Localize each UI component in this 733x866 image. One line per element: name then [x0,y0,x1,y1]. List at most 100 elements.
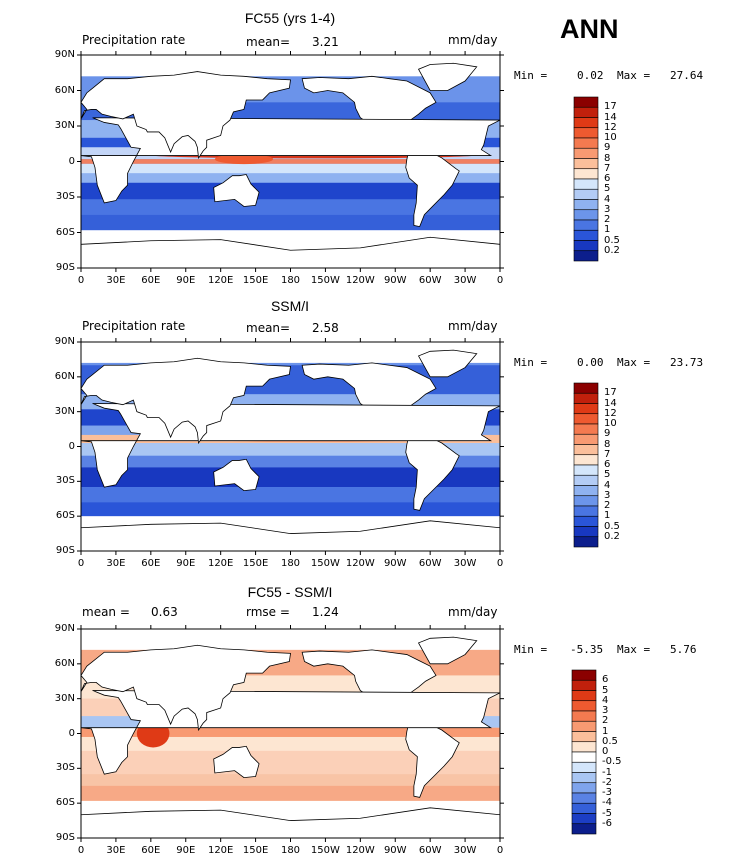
colorbar-swatch [573,423,599,435]
x-tick-label: 150E [242,275,269,286]
y-tick-label: 30S [55,475,75,487]
colorbar-swatch [571,669,597,681]
colorbar-label: 2 [604,500,611,511]
colorbar-swatch [573,240,599,252]
panel-1-mean-label: mean= [246,35,291,49]
x-tick-label: 0 [77,275,85,286]
x-tick-label: 120W [345,558,375,569]
colorbar-swatch [573,526,599,538]
colorbar-swatch [573,209,599,221]
colorbar-swatch [571,720,597,732]
colorbar-label: 6 [604,173,611,184]
x-tick-label: 150E [242,845,269,856]
colorbar-swatch [573,382,599,394]
land-south-america [405,148,460,228]
panel-3-min-value: -5.35 [570,643,604,656]
colorbar-swatch [571,782,597,794]
colorbar-swatch [571,690,597,702]
panel-3-title: FC55 - SSM/I [247,584,333,600]
panel-2-units: mm/day [448,319,498,333]
colorbar-label: 5 [604,183,611,195]
panel-2-mean-value: 2.58 [312,321,339,335]
x-tick-label: 90E [176,845,196,856]
land-greenland [417,636,478,665]
y-tick-label: 90N [54,336,75,347]
y-tick-label: 0 [68,727,75,739]
colorbar-swatch [573,515,599,527]
colorbar-label: 8 [604,152,611,164]
y-tick-label: 60S [55,226,75,238]
figure-label: ANN [560,14,619,44]
colorbar-swatch [573,117,599,129]
x-tick-label: 60W [418,558,442,569]
colorbar-swatch [571,772,597,784]
land-africa [81,690,500,775]
land-antarctica [81,236,500,268]
precip-band [81,785,500,801]
x-tick-label: 90E [176,558,196,569]
colorbar-swatch [573,403,599,415]
land-africa [81,403,500,488]
colorbar-label: 3 [602,705,609,716]
colorbar-1 [573,96,599,262]
x-tick-label: 120E [207,558,234,569]
colorbar-swatch [573,106,599,118]
colorbar-swatch [573,505,599,517]
colorbar-label: 12 [604,121,617,133]
colorbar-swatch [571,710,597,722]
x-tick-label: 120W [345,275,375,286]
colorbar-swatch [571,731,597,743]
x-tick-label: 30W [453,275,477,286]
colorbar-label: 9 [604,142,611,154]
x-tick-label: 90W [383,275,407,286]
x-tick-label: 90W [383,845,407,856]
colorbar-label: 7 [604,162,611,174]
precip-band [81,736,500,751]
colorbar-label: 7 [604,448,611,460]
y-tick-label: 30S [55,762,75,774]
colorbar-label: 0.5 [602,735,618,747]
panel-1-title: FC55 (yrs 1-4) [244,10,336,26]
panel-3-max-value: 5.76 [670,643,697,656]
y-tick-label: 30N [54,120,75,131]
panel-1-min-value: 0.02 [577,69,604,82]
precip-band [81,750,500,775]
x-tick-label: 150W [310,275,340,286]
land-antarctica [81,520,500,551]
colorbar-swatch [573,147,599,159]
x-tick-label: 60W [418,845,442,856]
y-tick-label: 90N [54,49,75,60]
x-tick-label: 60W [418,275,442,286]
x-tick-label: 120W [345,845,375,856]
x-tick-label: 180 [280,845,301,856]
precip-band [81,502,500,517]
land-africa [81,117,500,204]
x-tick-label: 0 [496,558,504,569]
warm-pool [214,154,274,165]
colorbar-label: 9 [604,428,611,440]
land-australia [213,174,260,207]
x-tick-label: 90W [383,558,407,569]
x-tick-label: 150W [310,558,340,569]
colorbar-label: 4 [602,694,609,706]
colorbar-swatch [573,536,599,548]
precip-band [81,173,500,183]
colorbar-swatch [573,229,599,241]
colorbar-label: 3 [604,489,611,501]
x-tick-label: 120E [207,845,234,856]
colorbar-swatch [573,433,599,445]
colorbar-label: 10 [604,418,617,429]
panel-2-max-label: Max = [617,356,651,369]
land-south-america [405,433,460,511]
land-greenland [417,349,478,378]
colorbar-label: 2 [604,214,611,225]
precip-band [81,159,500,164]
y-tick-label: 60S [55,510,75,522]
land-antarctica [81,807,500,838]
colorbar-swatch [573,127,599,139]
precip-band [81,199,500,215]
panel-1-units: mm/day [448,33,498,47]
y-tick-label: 30N [54,692,75,704]
x-tick-label: 0 [77,845,85,856]
land-eurasia [81,357,291,445]
